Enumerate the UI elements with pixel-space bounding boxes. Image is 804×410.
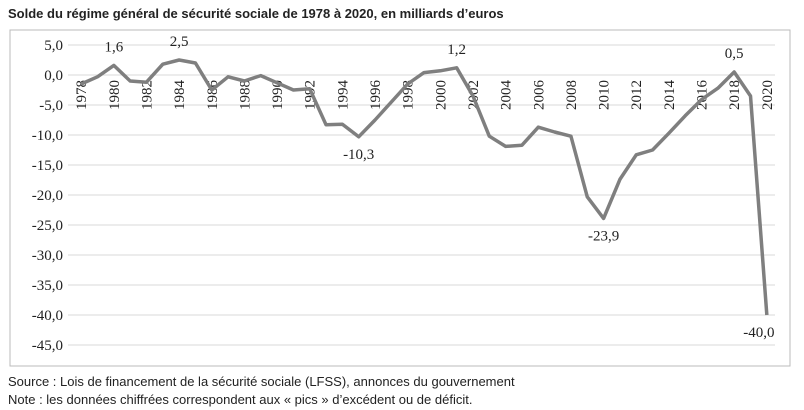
y-tick-label: -15,0: [32, 158, 63, 174]
x-tick-label: 1990: [270, 80, 286, 110]
series-line: [80, 58, 769, 316]
x-tick-label: 2006: [531, 80, 547, 111]
y-tick-label: -30,0: [32, 248, 63, 264]
x-tick-label: 2010: [597, 80, 613, 110]
value-label: 0,5: [725, 46, 744, 62]
value-label: 1,6: [104, 39, 123, 55]
x-tick-label: 2014: [662, 80, 678, 111]
x-tick-label: 1988: [237, 80, 253, 110]
y-tick-label: -25,0: [32, 218, 63, 234]
y-tick-label: -45,0: [32, 338, 63, 354]
note: Note : les données chiffrées corresponde…: [8, 392, 472, 407]
chart-title: Solde du régime général de sécurité soci…: [8, 6, 504, 21]
value-label: -10,3: [343, 147, 374, 163]
y-tick-label: -5,0: [39, 98, 63, 114]
x-tick-label: 2020: [760, 80, 776, 110]
x-tick-label: 1994: [335, 80, 351, 111]
x-tick-label: 2012: [629, 80, 645, 110]
y-tick-label: -35,0: [32, 278, 63, 294]
value-label: 2,5: [170, 34, 189, 50]
x-tick-label: 1996: [368, 80, 384, 111]
y-tick-label: -10,0: [32, 128, 63, 144]
x-tick-label: 1982: [139, 80, 155, 110]
y-tick-label: -20,0: [32, 188, 63, 204]
chart-frame: [9, 29, 791, 367]
value-label: -23,9: [588, 228, 619, 244]
value-label: -40,0: [743, 325, 774, 341]
x-tick-label: 1980: [107, 80, 123, 110]
y-tick-label: 5,0: [44, 38, 63, 54]
x-tick-label: 1984: [172, 80, 188, 111]
x-tick-label: 2018: [727, 80, 743, 110]
x-tick-label: 2000: [433, 80, 449, 110]
value-label: 1,2: [447, 42, 466, 58]
x-tick-label: 2004: [499, 80, 515, 111]
source: Source : Lois de financement de la sécur…: [8, 374, 515, 389]
x-tick-label: 2008: [564, 80, 580, 110]
y-tick-label: 0,0: [44, 68, 63, 84]
x-tick-label: 1978: [74, 80, 90, 110]
y-tick-label: -40,0: [32, 308, 63, 324]
